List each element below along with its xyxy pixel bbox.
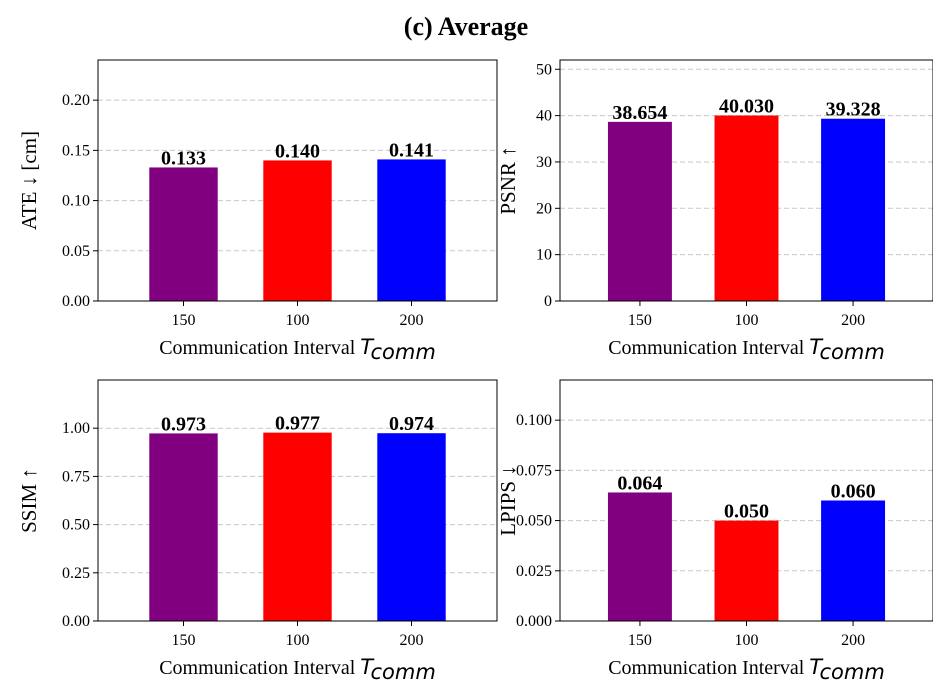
y-axis-label: LPIPS ↓ bbox=[496, 465, 520, 536]
y-tick-label: 0.05 bbox=[62, 243, 90, 260]
plot-frame bbox=[559, 379, 933, 622]
bar-100 bbox=[714, 520, 779, 621]
y-tick-label: 0.75 bbox=[62, 468, 90, 485]
value-label: 0.064 bbox=[617, 472, 662, 494]
y-axis-label: PSNR ↑ bbox=[496, 146, 520, 214]
x-tick-label: 100 bbox=[286, 632, 310, 649]
y-tick-label: 0.50 bbox=[62, 517, 90, 534]
y-tick-label: 0.075 bbox=[516, 462, 552, 479]
y-tick-label: 0.00 bbox=[62, 293, 90, 310]
y-tick-label: 0.050 bbox=[516, 513, 552, 530]
value-label: 0.140 bbox=[275, 140, 320, 162]
bar-100 bbox=[714, 115, 779, 301]
bar-100 bbox=[263, 432, 332, 621]
chart-panel-2: 0 10 20 30 40 50 38.654 150 40.030 100 39.328 200 Co… bbox=[496, 59, 933, 364]
plot-frame bbox=[97, 379, 498, 622]
bar-150 bbox=[607, 121, 672, 301]
bar-200 bbox=[377, 433, 446, 621]
y-axis-label: SSIM ↑ bbox=[17, 468, 41, 533]
bar-150 bbox=[607, 492, 672, 621]
bar-200 bbox=[377, 159, 446, 301]
y-tick-label: 0.025 bbox=[516, 563, 552, 580]
x-axis-label: Communication Interval Tcomm bbox=[608, 335, 885, 364]
x-axis-label: Communication Interval Tcomm bbox=[608, 655, 885, 684]
bar-150 bbox=[149, 167, 218, 301]
plot-frame bbox=[97, 59, 498, 302]
y-tick-label: 10 bbox=[536, 247, 552, 264]
x-tick-label: 100 bbox=[735, 632, 759, 649]
value-label: 40.030 bbox=[719, 95, 774, 117]
value-label: 0.060 bbox=[831, 481, 876, 503]
bar-200 bbox=[821, 118, 886, 301]
value-label: 0.973 bbox=[161, 413, 206, 435]
value-label: 0.977 bbox=[275, 413, 320, 435]
value-label: 0.141 bbox=[389, 139, 434, 161]
chart-panel-1: 0.00 0.05 0.10 0.15 0.20 0.133 150 0.140 100 0.14… bbox=[17, 59, 498, 364]
x-tick-label: 200 bbox=[400, 312, 424, 329]
x-axis-label: Communication Interval Tcomm bbox=[159, 655, 436, 684]
x-tick-label: 150 bbox=[172, 312, 196, 329]
value-label: 38.654 bbox=[612, 102, 667, 124]
x-tick-label: 200 bbox=[841, 632, 865, 649]
chart-panel-4: 0.000 0.025 0.050 0.075 0.100 0.064 150 0.050 10… bbox=[496, 379, 933, 684]
value-label: 0.974 bbox=[389, 413, 434, 435]
y-tick-label: 0.00 bbox=[62, 613, 90, 630]
value-label: 0.133 bbox=[161, 147, 206, 169]
y-tick-label: 0.100 bbox=[516, 412, 552, 429]
y-axis-label: ATE ↓ [cm] bbox=[17, 131, 41, 230]
value-label: 39.328 bbox=[826, 99, 881, 121]
y-tick-label: 0.25 bbox=[62, 565, 90, 582]
chart-panel-3: 0.00 0.25 0.50 0.75 1.00 0.973 150 0.977 100 0.97… bbox=[17, 379, 498, 684]
y-tick-label: 0 bbox=[544, 293, 552, 310]
x-tick-label: 150 bbox=[628, 632, 652, 649]
y-tick-label: 0.000 bbox=[516, 613, 552, 630]
y-tick-label: 20 bbox=[536, 200, 552, 217]
x-tick-label: 100 bbox=[286, 312, 310, 329]
x-tick-label: 200 bbox=[400, 632, 424, 649]
x-axis-label: Communication Interval Tcomm bbox=[159, 335, 436, 364]
x-tick-label: 100 bbox=[735, 312, 759, 329]
x-tick-label: 200 bbox=[841, 312, 865, 329]
bar-200 bbox=[821, 500, 886, 621]
x-tick-label: 150 bbox=[628, 312, 652, 329]
y-tick-label: 0.10 bbox=[62, 193, 90, 210]
y-tick-label: 30 bbox=[536, 154, 552, 171]
x-tick-label: 150 bbox=[172, 632, 196, 649]
y-tick-label: 1.00 bbox=[62, 420, 90, 437]
y-tick-label: 0.20 bbox=[62, 92, 90, 109]
y-tick-label: 50 bbox=[536, 61, 552, 78]
bar-100 bbox=[263, 160, 332, 301]
value-label: 0.050 bbox=[724, 501, 769, 523]
y-tick-label: 40 bbox=[536, 108, 552, 125]
figure-title: (c) Average bbox=[404, 12, 528, 41]
y-tick-label: 0.15 bbox=[62, 142, 90, 159]
plot-frame bbox=[559, 59, 933, 302]
bar-150 bbox=[149, 433, 218, 621]
